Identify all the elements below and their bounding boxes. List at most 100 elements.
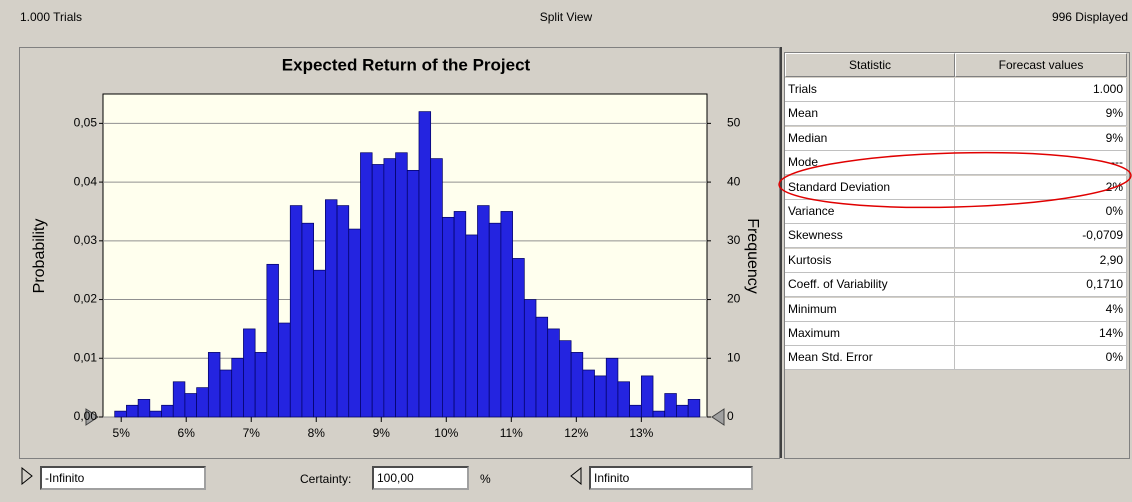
stat-value: --- (955, 151, 1127, 176)
bar (149, 410, 162, 418)
y2-tick-label: 0 (727, 409, 734, 423)
bar (406, 169, 420, 418)
bar (523, 299, 537, 418)
stat-name: Mode (785, 151, 955, 176)
bar (512, 258, 525, 418)
bar (500, 211, 513, 418)
bar (430, 158, 443, 418)
x-tick-label: 10% (434, 426, 458, 440)
bar (418, 111, 432, 418)
column-header: Forecast values (955, 53, 1127, 77)
bar (395, 152, 408, 418)
bar (676, 404, 689, 418)
chart-panel (19, 47, 780, 459)
stat-name: Mean (785, 102, 955, 127)
bar (207, 352, 221, 418)
lower-arrow (21, 467, 33, 485)
x-tick-label: 12% (564, 426, 588, 440)
bar (559, 340, 572, 418)
lower-input[interactable]: -Infinito (40, 466, 206, 490)
bar (325, 199, 338, 418)
left-slider[interactable] (85, 408, 99, 426)
y-tick-label: 0,04 (74, 174, 98, 188)
bar (219, 369, 233, 418)
chart-title: Expected Return of the Project (282, 55, 531, 74)
y2-tick-label: 50 (727, 116, 741, 130)
x-tick-label: 11% (500, 426, 523, 440)
bar (289, 205, 303, 418)
x-tick-label: 7% (243, 426, 261, 440)
bar (301, 222, 315, 418)
bar (161, 404, 174, 418)
bar (477, 205, 490, 418)
y2-tick-label: 10 (727, 350, 741, 364)
bar (266, 263, 279, 418)
stat-value: 9% (955, 102, 1127, 127)
top-bar: 1.000 Trials Split View 996 Displayed (0, 0, 1132, 46)
bar (465, 234, 478, 418)
bar (640, 375, 654, 418)
bar (371, 164, 385, 418)
stat-value: 14% (955, 322, 1127, 346)
stat-value: 2% (955, 175, 1127, 200)
bar (535, 316, 549, 418)
bar (114, 410, 127, 418)
stat-value: 0,1710 (955, 273, 1127, 298)
y2-tick-label: 30 (727, 233, 741, 247)
bar (547, 328, 560, 418)
y-tick-label: 0,05 (74, 116, 98, 130)
right-slider[interactable] (711, 408, 725, 426)
stat-value: 2,90 (955, 248, 1127, 273)
bar (383, 158, 396, 418)
y-tick-label: 0,00 (74, 409, 98, 423)
bar (453, 211, 467, 418)
x-tick-label: 13% (629, 426, 653, 440)
bar (360, 152, 373, 418)
bar (488, 222, 502, 418)
bar (336, 205, 350, 418)
y2-axis-label: Frequency (744, 218, 761, 294)
y2-tick-label: 20 (727, 292, 741, 306)
bar (231, 357, 244, 418)
stat-value: -0,0709 (955, 224, 1127, 249)
stat-value: 0% (955, 200, 1127, 224)
bar (570, 352, 584, 418)
bar (687, 399, 701, 418)
y-tick-label: 0,03 (74, 233, 98, 247)
y2-tick-label: 40 (727, 174, 741, 188)
bar (629, 404, 642, 418)
displayed-label: 996 Displayed (1051, 10, 1128, 24)
stat-name: Maximum (785, 322, 955, 346)
bar (243, 328, 256, 418)
stat-name: Mean Std. Error (785, 346, 955, 371)
bar (196, 387, 209, 418)
bar (348, 228, 361, 418)
upper-input[interactable]: Infinito (589, 466, 753, 490)
bar (254, 352, 268, 418)
bar (278, 322, 291, 418)
bar (126, 404, 139, 418)
unit-label: % (480, 472, 491, 486)
upper-arrow (570, 467, 582, 485)
stats-table: Statistic Forecast values Trials 1.000 Mean 9… (784, 52, 1130, 459)
footer: -Infinito Certainty: 100,00 % Infinito (0, 460, 1132, 502)
x-tick-label: 9% (373, 426, 391, 440)
stat-value: 1.000 (955, 78, 1127, 102)
y-tick-label: 0,01 (74, 350, 98, 364)
stat-name: Standard Deviation (785, 175, 955, 200)
bar (605, 357, 619, 418)
y-axis-label: Probability (31, 219, 48, 294)
stat-name: Variance (785, 200, 955, 224)
stat-name: Coeff. of Variability (785, 273, 955, 298)
bar (652, 410, 666, 418)
stat-value: 0% (955, 346, 1127, 371)
stat-name: Median (785, 126, 955, 151)
x-tick-label: 8% (308, 426, 326, 440)
bar (137, 399, 151, 418)
bar (184, 393, 197, 418)
certainty-input[interactable]: 100,00 (372, 466, 469, 490)
view-label: Split View (539, 10, 593, 24)
column-header: Statistic (785, 53, 955, 77)
